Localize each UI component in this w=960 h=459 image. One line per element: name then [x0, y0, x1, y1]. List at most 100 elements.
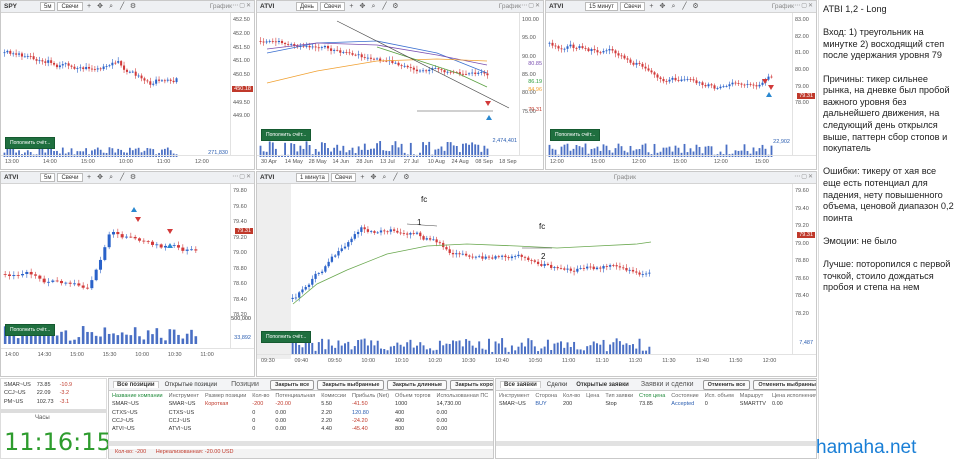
settings-icon[interactable]: ⚙: [129, 174, 137, 181]
zoom-icon[interactable]: ⌕: [671, 3, 676, 10]
positions-panel[interactable]: Все позиции Открытые позиции Позиции Зак…: [108, 378, 494, 459]
interval-select[interactable]: День: [296, 2, 318, 11]
interval-select[interactable]: 5м: [40, 173, 56, 182]
close-long-button[interactable]: Закрыть длинные: [387, 379, 448, 390]
window-controls-icon[interactable]: ⋯▢✕: [232, 174, 252, 180]
crosshair-icon[interactable]: ✥: [370, 174, 377, 181]
chart-type-select[interactable]: Свечи: [619, 2, 645, 11]
draw-line-icon[interactable]: ╱: [393, 174, 398, 181]
orders-scrollbar[interactable]: [496, 441, 816, 446]
candle: [29, 271, 33, 275]
draw-line-icon[interactable]: ╱: [119, 3, 125, 10]
deposit-button[interactable]: Пополнить счёт...: [5, 137, 56, 149]
watchlist-panel[interactable]: SMAR~US 73.85 -10.9 CCJ~US 22.09 -3.2 PM~US 1…: [0, 378, 107, 459]
interval-select[interactable]: 1 минута: [296, 173, 329, 182]
deposit-button[interactable]: Пополнить счёт...: [550, 129, 601, 141]
orders-panel[interactable]: Все заявки Сделки Открытые заявки Заявки…: [495, 378, 817, 459]
table-row[interactable]: SMAR~US 73.85 -10.9: [1, 381, 75, 389]
zoom-icon[interactable]: ⌕: [109, 174, 113, 181]
tab-all-positions[interactable]: Все позиции: [113, 381, 159, 388]
cancel-all-button[interactable]: Отменить все: [702, 379, 751, 390]
chart-type-select[interactable]: Свечи: [57, 173, 83, 182]
chart-panel-atvi-15m[interactable]: ATVI 15 минут Свечи + ✥ ⌕ ╱ ⚙ График ⋯▢✕…: [545, 0, 817, 170]
crosshair-icon[interactable]: ✥: [97, 174, 103, 181]
ticker-label[interactable]: ATVI: [260, 3, 275, 10]
cancel-selected-button[interactable]: Отменить выбранные: [753, 379, 816, 390]
crosshair-icon[interactable]: ✥: [659, 3, 666, 10]
draw-line-icon[interactable]: ╱: [382, 3, 387, 10]
tab-open-positions[interactable]: Открытые позиции: [164, 381, 218, 388]
add-icon[interactable]: +: [87, 3, 92, 10]
tab-trades[interactable]: Сделки: [546, 381, 568, 388]
price-plot[interactable]: [1, 13, 232, 157]
ticker-label[interactable]: ATVI: [260, 174, 275, 181]
ticker-label[interactable]: ATVI: [4, 174, 19, 181]
chart-type-select[interactable]: Свечи: [330, 173, 356, 182]
table-row[interactable]: CCJ~US CCJ~US 0 0.00 2.20 -24.20 400 0.00: [109, 417, 491, 425]
interval-select[interactable]: 15 минут: [585, 2, 618, 11]
chart-panel-atvi-5m[interactable]: ATVI 5м Свечи + ✥ ⌕ ╱ ⚙ ⋯▢✕ 79.80 79.60 79…: [0, 171, 255, 377]
candle: [419, 232, 422, 237]
candle: [274, 41, 277, 43]
settings-icon[interactable]: ⚙: [392, 3, 399, 10]
volume-bar: [271, 142, 274, 157]
window-controls-icon[interactable]: ⋯▢✕: [521, 3, 541, 9]
candle: [623, 55, 626, 59]
volume-bar: [363, 143, 366, 157]
chart-type-select[interactable]: Свечи: [319, 2, 345, 11]
close-selected-button[interactable]: Закрыть выбранные: [317, 379, 385, 390]
price-tick-label: 81.00: [795, 50, 809, 57]
deposit-button[interactable]: Пополнить счёт...: [261, 331, 312, 343]
volume-bar: [575, 144, 578, 157]
close-all-button[interactable]: Закрыть все: [269, 379, 315, 390]
zoom-icon[interactable]: ⌕: [109, 3, 113, 10]
table-row[interactable]: CCJ~US 22.09 -3.2: [1, 389, 75, 397]
crosshair-icon[interactable]: ✥: [97, 3, 103, 10]
ticker-label[interactable]: ATVI: [549, 3, 564, 10]
volume-bar: [440, 146, 443, 157]
add-icon[interactable]: +: [349, 3, 354, 10]
zoom-icon[interactable]: ⌕: [382, 174, 387, 181]
ticker-label[interactable]: SPY: [4, 3, 18, 10]
draw-line-icon[interactable]: ╱: [682, 3, 687, 10]
candle: [584, 48, 587, 49]
window-controls-icon[interactable]: ⋯▢✕: [232, 3, 252, 9]
price-tick-label: 78.20: [795, 310, 809, 317]
volume-bar: [581, 147, 584, 157]
deposit-button[interactable]: Пополнить счёт...: [5, 324, 56, 336]
chart-panel-atvi-1m[interactable]: ATVI 1 минута Свечи + ✥ ⌕ ╱ ⚙ График ⋯▢✕…: [256, 171, 817, 377]
price-plot[interactable]: [257, 13, 521, 157]
window-controls-icon[interactable]: ⋯▢✕: [794, 174, 814, 180]
table-row[interactable]: CTXS~US CTXS~US 0 0.00 2.20 120.80 400 0.00: [109, 409, 491, 417]
watchlist-scrollbar[interactable]: [1, 409, 106, 413]
table-row[interactable]: ATVI~US ATVI~US 0 0.00 4.40 -45.40 800 0.00: [109, 425, 491, 433]
price-plot[interactable]: [257, 184, 794, 359]
candle: [140, 75, 143, 79]
chart-panel-spy[interactable]: SPY 5м Свечи + ✥ ⌕ ╱ ⚙ График ⋯▢✕ 452.50…: [0, 0, 255, 170]
tab-open-orders[interactable]: Открытые заявки: [576, 381, 629, 388]
volume-bar: [308, 145, 311, 157]
positions-scrollbar[interactable]: [109, 441, 493, 446]
table-row[interactable]: SMAR~US SMAR~US Короткая -200 -20.00 5.50 -41.…: [109, 400, 491, 408]
zoom-icon[interactable]: ⌕: [371, 3, 376, 10]
settings-icon[interactable]: ⚙: [403, 174, 410, 181]
draw-line-icon[interactable]: ╱: [119, 174, 125, 181]
settings-icon[interactable]: ⚙: [692, 3, 699, 10]
close-short-button[interactable]: Закрыть короткие: [450, 379, 493, 390]
settings-icon[interactable]: ⚙: [129, 3, 137, 10]
add-icon[interactable]: +: [87, 174, 92, 181]
chart-panel-atvi-day[interactable]: ATVI День Свечи + ✥ ⌕ ╱ ⚙ График ⋯▢✕ 100…: [256, 0, 544, 170]
chart-type-select[interactable]: Свечи: [57, 2, 83, 11]
deposit-button[interactable]: Пополнить счёт...: [261, 129, 312, 141]
add-icon[interactable]: +: [649, 3, 654, 10]
time-tick-label: 09:30: [261, 358, 275, 364]
table-row[interactable]: SMAR~US BUY 200 Stop 73.85 Accepted 0 SMARTTV 0.…: [499, 401, 783, 408]
add-icon[interactable]: +: [360, 174, 365, 181]
table-row[interactable]: PM~US 102.73 -3.1: [1, 398, 75, 406]
interval-select[interactable]: 5м: [40, 2, 56, 11]
tab-all-orders[interactable]: Все заявки: [500, 381, 541, 388]
price-plot[interactable]: [1, 184, 232, 349]
window-controls-icon[interactable]: ⋯▢✕: [794, 3, 814, 9]
volume-bar: [638, 338, 641, 354]
crosshair-icon[interactable]: ✥: [359, 3, 366, 10]
